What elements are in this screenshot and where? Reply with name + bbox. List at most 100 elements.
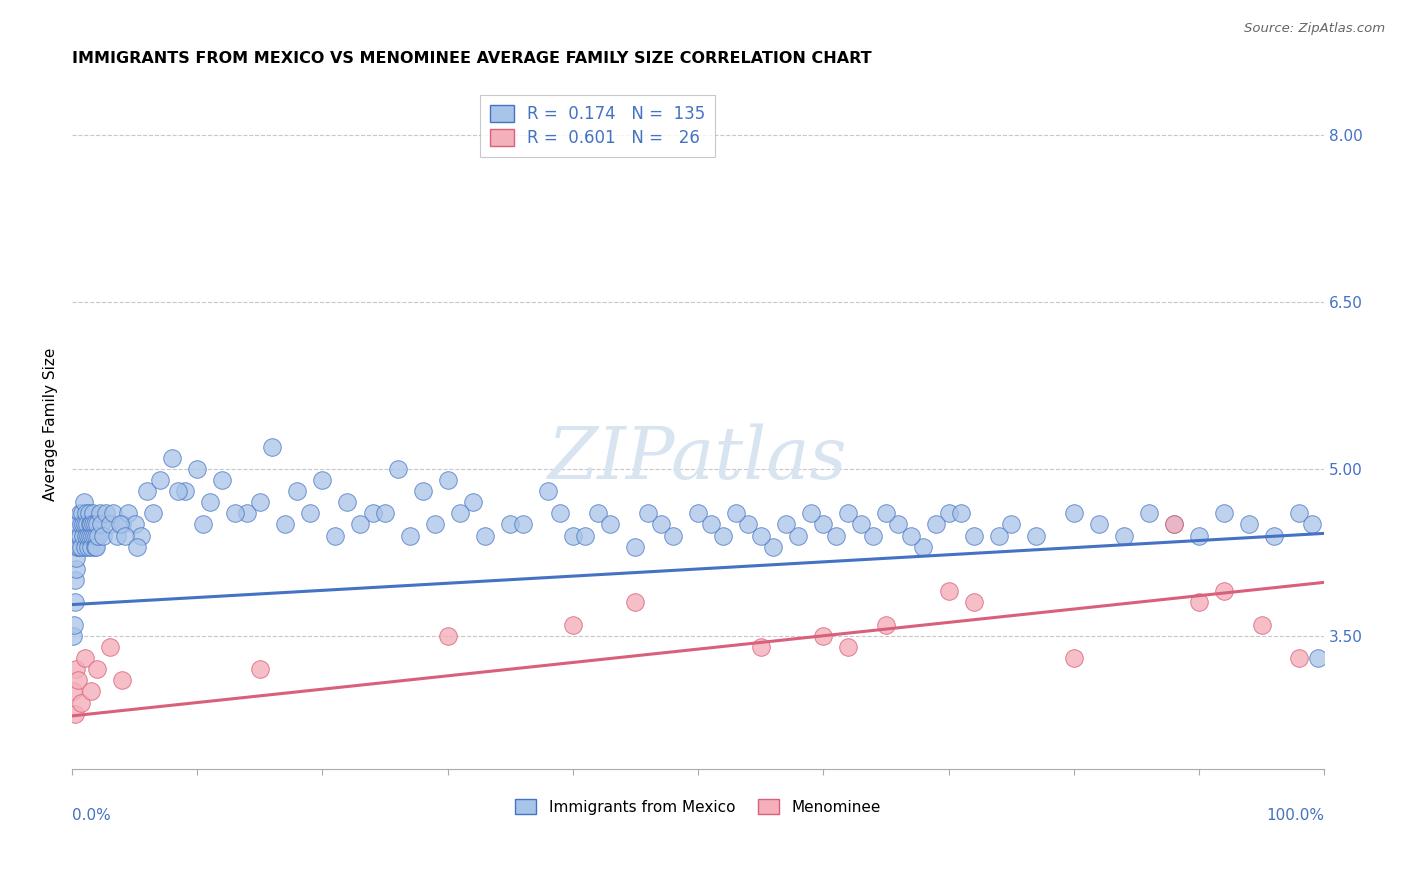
Point	[89, 507, 111, 521]
Point	[775, 517, 797, 532]
Point	[186, 462, 208, 476]
Point	[86, 517, 108, 532]
Point	[499, 517, 522, 532]
Point	[80, 540, 103, 554]
Point	[662, 528, 685, 542]
Point	[83, 528, 105, 542]
Point	[474, 528, 496, 542]
Point	[75, 528, 97, 542]
Point	[75, 517, 97, 532]
Point	[69, 507, 91, 521]
Point	[127, 540, 149, 554]
Point	[80, 528, 103, 542]
Point	[550, 507, 572, 521]
Point	[77, 528, 100, 542]
Point	[72, 528, 94, 542]
Point	[787, 528, 810, 542]
Point	[925, 517, 948, 532]
Point	[311, 473, 333, 487]
Point	[637, 507, 659, 521]
Point	[69, 517, 91, 532]
Point	[87, 528, 110, 542]
Point	[1237, 517, 1260, 532]
Point	[249, 495, 271, 509]
Point	[65, 562, 87, 576]
Point	[193, 517, 215, 532]
Point	[63, 573, 86, 587]
Point	[108, 517, 131, 532]
Point	[987, 528, 1010, 542]
Point	[1288, 651, 1310, 665]
Point	[1137, 507, 1160, 521]
Point	[94, 507, 117, 521]
Point	[512, 517, 534, 532]
Point	[62, 629, 84, 643]
Point	[167, 484, 190, 499]
Point	[124, 517, 146, 532]
Point	[1213, 584, 1236, 599]
Point	[1163, 517, 1185, 532]
Point	[1087, 517, 1109, 532]
Point	[1063, 507, 1085, 521]
Point	[173, 484, 195, 499]
Point	[211, 473, 233, 487]
Point	[69, 528, 91, 542]
Point	[160, 450, 183, 465]
Point	[98, 640, 121, 654]
Point	[962, 528, 984, 542]
Point	[574, 528, 596, 542]
Text: 100.0%: 100.0%	[1267, 808, 1324, 823]
Point	[90, 517, 112, 532]
Text: IMMIGRANTS FROM MEXICO VS MENOMINEE AVERAGE FAMILY SIZE CORRELATION CHART: IMMIGRANTS FROM MEXICO VS MENOMINEE AVER…	[72, 51, 872, 66]
Point	[837, 640, 859, 654]
Point	[586, 507, 609, 521]
Point	[72, 517, 94, 532]
Point	[837, 507, 859, 521]
Point	[77, 507, 100, 521]
Point	[67, 517, 90, 532]
Text: Source: ZipAtlas.com: Source: ZipAtlas.com	[1244, 22, 1385, 36]
Point	[98, 517, 121, 532]
Point	[561, 528, 583, 542]
Y-axis label: Average Family Size: Average Family Size	[44, 348, 58, 501]
Point	[76, 540, 98, 554]
Point	[111, 517, 134, 532]
Point	[82, 517, 104, 532]
Point	[65, 662, 87, 676]
Point	[1250, 617, 1272, 632]
Point	[70, 540, 93, 554]
Point	[1000, 517, 1022, 532]
Point	[962, 595, 984, 609]
Point	[436, 629, 458, 643]
Point	[938, 584, 960, 599]
Point	[749, 640, 772, 654]
Point	[63, 595, 86, 609]
Point	[461, 495, 484, 509]
Point	[63, 617, 86, 632]
Point	[686, 507, 709, 521]
Point	[73, 495, 96, 509]
Point	[1112, 528, 1135, 542]
Point	[149, 473, 172, 487]
Point	[862, 528, 884, 542]
Point	[387, 462, 409, 476]
Point	[80, 684, 103, 698]
Point	[399, 528, 422, 542]
Point	[129, 528, 152, 542]
Point	[813, 517, 835, 532]
Point	[624, 540, 647, 554]
Point	[69, 696, 91, 710]
Point	[361, 507, 384, 521]
Point	[599, 517, 621, 532]
Point	[63, 706, 86, 721]
Point	[875, 617, 897, 632]
Point	[724, 507, 747, 521]
Point	[1306, 651, 1329, 665]
Point	[849, 517, 872, 532]
Point	[1263, 528, 1285, 542]
Point	[198, 495, 221, 509]
Point	[813, 629, 835, 643]
Point	[73, 540, 96, 554]
Point	[84, 528, 107, 542]
Point	[84, 517, 107, 532]
